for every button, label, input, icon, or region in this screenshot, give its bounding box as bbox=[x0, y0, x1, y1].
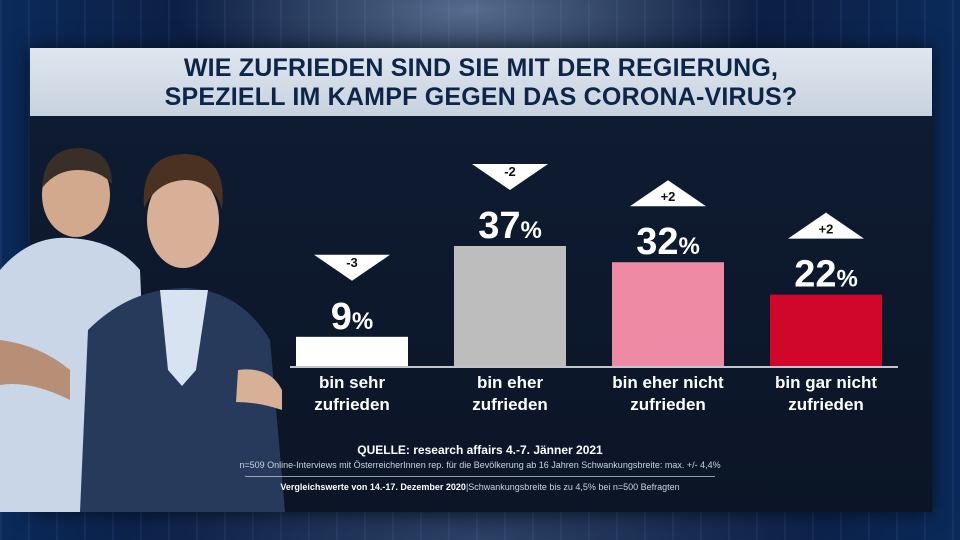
change-marker-2 bbox=[472, 164, 548, 190]
value-label-3: 32% bbox=[636, 221, 700, 263]
value-label-4: 22% bbox=[794, 254, 858, 296]
change-marker-4 bbox=[788, 212, 864, 239]
change-marker-1 bbox=[314, 254, 390, 281]
politicians-photo bbox=[0, 148, 285, 512]
person-front-hair bbox=[143, 154, 223, 210]
bar-3 bbox=[612, 262, 724, 366]
change-label-1: -3 bbox=[346, 255, 358, 270]
comparison-date: Vergleichswerte von 14.-17. Dezember 202… bbox=[280, 482, 466, 492]
person-front-suit bbox=[80, 288, 285, 512]
footer-divider bbox=[245, 476, 715, 477]
person-front-head bbox=[147, 172, 219, 268]
value-label-2: 37% bbox=[478, 205, 542, 247]
bar-2 bbox=[454, 246, 566, 366]
bar-4 bbox=[770, 294, 882, 366]
title-line-1: WIE ZUFRIEDEN SIND SIE MIT DER REGIERUNG… bbox=[183, 54, 779, 82]
category-label-2-line-1: bin eher bbox=[477, 373, 544, 392]
person-front-hand bbox=[236, 369, 282, 410]
title-band bbox=[30, 48, 932, 116]
person-back-hair bbox=[42, 148, 112, 188]
bar-1 bbox=[296, 336, 408, 366]
category-label-3-line-2: zufrieden bbox=[630, 395, 706, 414]
person-front-shirt bbox=[160, 290, 208, 386]
comparison-detail: |Schwankungsbreite bis zu 4,5% bei n=500… bbox=[465, 482, 680, 492]
change-label-2: -2 bbox=[504, 164, 516, 179]
category-label-2-line-2: zufrieden bbox=[472, 395, 548, 414]
value-label-1: 9% bbox=[331, 296, 373, 338]
category-label-1-line-2: zufrieden bbox=[314, 395, 390, 414]
category-label-3-line-1: bin eher nicht bbox=[612, 373, 724, 392]
category-label-4-line-1: bin gar nicht bbox=[775, 373, 877, 392]
sample-note: n=509 Online-Interviews mit Österreicher… bbox=[239, 460, 721, 470]
chart-title: WIE ZUFRIEDEN SIND SIE MIT DER REGIERUNG… bbox=[30, 54, 932, 112]
category-label-4-line-2: zufrieden bbox=[788, 395, 864, 414]
source-text: QUELLE: research affairs 4.-7. Jänner 20… bbox=[357, 443, 603, 457]
change-label-3: +2 bbox=[661, 189, 676, 204]
comparison-note: Vergleichswerte von 14.-17. Dezember 202… bbox=[215, 482, 745, 492]
change-label-4: +2 bbox=[819, 222, 834, 237]
category-label-1-line-1: bin sehr bbox=[319, 373, 386, 392]
change-marker-3 bbox=[630, 180, 706, 207]
title-line-2: SPEZIELL IM KAMPF GEGEN DAS CORONA-VIRUS… bbox=[164, 83, 798, 111]
person-back-arm bbox=[0, 340, 70, 400]
